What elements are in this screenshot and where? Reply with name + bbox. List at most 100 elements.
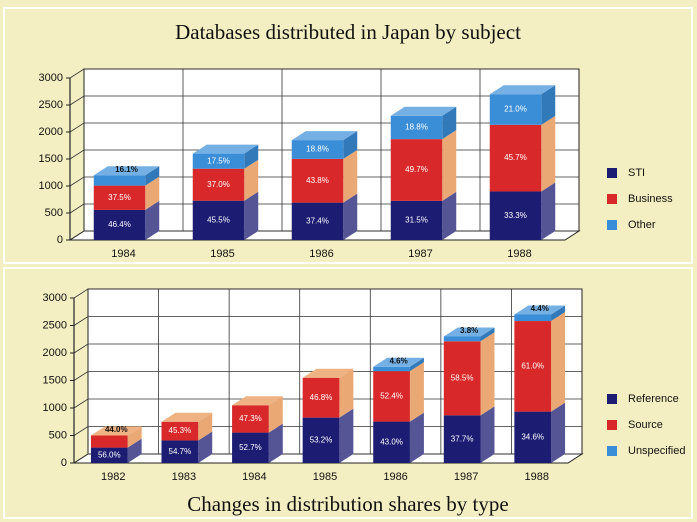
value-label: 43.8% [306,176,329,185]
bar [291,140,344,159]
bar-side [198,412,213,441]
bar-side [541,115,556,192]
bar [161,440,199,463]
bar-side [551,312,566,412]
legend-label: Unspecified [628,445,685,457]
bar-side [551,305,566,322]
bar [390,115,443,140]
bar [373,366,410,372]
value-label: 44.0% [105,425,128,434]
bar [514,314,552,322]
bar [443,341,481,416]
legend-swatch [607,394,617,404]
value-label: 53.2% [310,435,333,444]
bar [291,202,344,240]
bar [232,432,269,463]
bar-side [145,176,160,210]
bar [302,377,340,418]
y-tick-label: 3000 [43,292,67,304]
bar-side [442,106,457,140]
bar-side [551,402,566,463]
x-tick-label: 1987 [408,248,432,260]
bar [161,421,199,441]
value-label: 56.0% [98,450,121,459]
value-label: 3.8% [460,326,478,335]
value-label: 54.7% [169,447,192,456]
legend-swatch [607,220,617,230]
bar-top [302,368,354,378]
bar [514,321,552,412]
bar-side [127,438,142,463]
value-label: 37.0% [207,180,230,189]
bar-side [343,131,358,159]
bar-top [514,305,566,315]
bar [192,153,245,169]
bar-top [443,327,495,337]
bar-side [339,408,354,463]
bar [489,191,542,240]
bar-top [373,357,424,367]
bar-side [145,200,160,240]
bar-top [90,426,142,436]
legend-swatch [607,446,617,456]
y-tick-label: 1000 [43,402,67,414]
x-tick-label: 1985 [313,471,337,483]
bar-side [343,193,358,240]
value-label: 4.6% [389,356,407,365]
legend-swatch [607,194,617,204]
bar [390,200,443,240]
bar-top [161,412,213,422]
value-label: 52.7% [239,443,262,452]
bar [489,94,542,125]
grid-line [73,343,582,354]
value-label: 18.8% [405,123,428,132]
bar-side [244,191,259,240]
y-tick-label: 500 [49,429,67,441]
value-label: 46.4% [108,220,131,229]
y-tick-label: 2000 [39,126,63,138]
bar-top [192,144,259,154]
bar [90,435,128,448]
legend-label: STI [628,167,645,179]
x-tick-label: 1985 [210,248,234,260]
panel-frame [3,267,693,519]
bar-side [268,396,283,433]
bar-side [442,130,457,201]
bar [302,417,340,463]
bar [373,421,410,463]
value-label: 58.5% [451,373,474,382]
legend-label: Business [628,193,673,205]
bar [192,168,245,201]
bar [443,336,481,342]
value-label: 17.5% [207,156,230,165]
legend-swatch [607,168,617,178]
grid-line [69,68,579,79]
chart-title: Changes in distribution shares by type [187,492,508,516]
bar-side [244,144,259,169]
value-label: 21.0% [504,105,527,114]
bar-top [489,85,556,95]
bar [443,415,481,463]
bar [232,405,269,433]
chart-title: Databases distributed in Japan by subjec… [175,20,521,44]
x-tick-label: 1988 [507,248,531,260]
grid-line [69,95,579,106]
x-tick-label: 1986 [309,248,333,260]
value-label: 45.3% [169,426,192,435]
value-label: 34.6% [521,432,544,441]
grid-line [73,316,582,326]
value-label: 43.0% [380,437,403,446]
grid-line [73,288,582,299]
value-label: 18.8% [306,145,329,154]
bar-side [409,357,424,372]
value-label: 16.1% [115,165,138,174]
bar-side [541,182,556,240]
legend-label: Source [628,419,663,431]
bar-top [232,396,283,406]
bar [192,200,245,240]
legend-swatch [607,420,617,430]
y-tick-label: 1000 [39,180,63,192]
bar [373,371,410,422]
y-tick-label: 1500 [43,374,67,386]
x-tick-label: 1986 [383,471,407,483]
